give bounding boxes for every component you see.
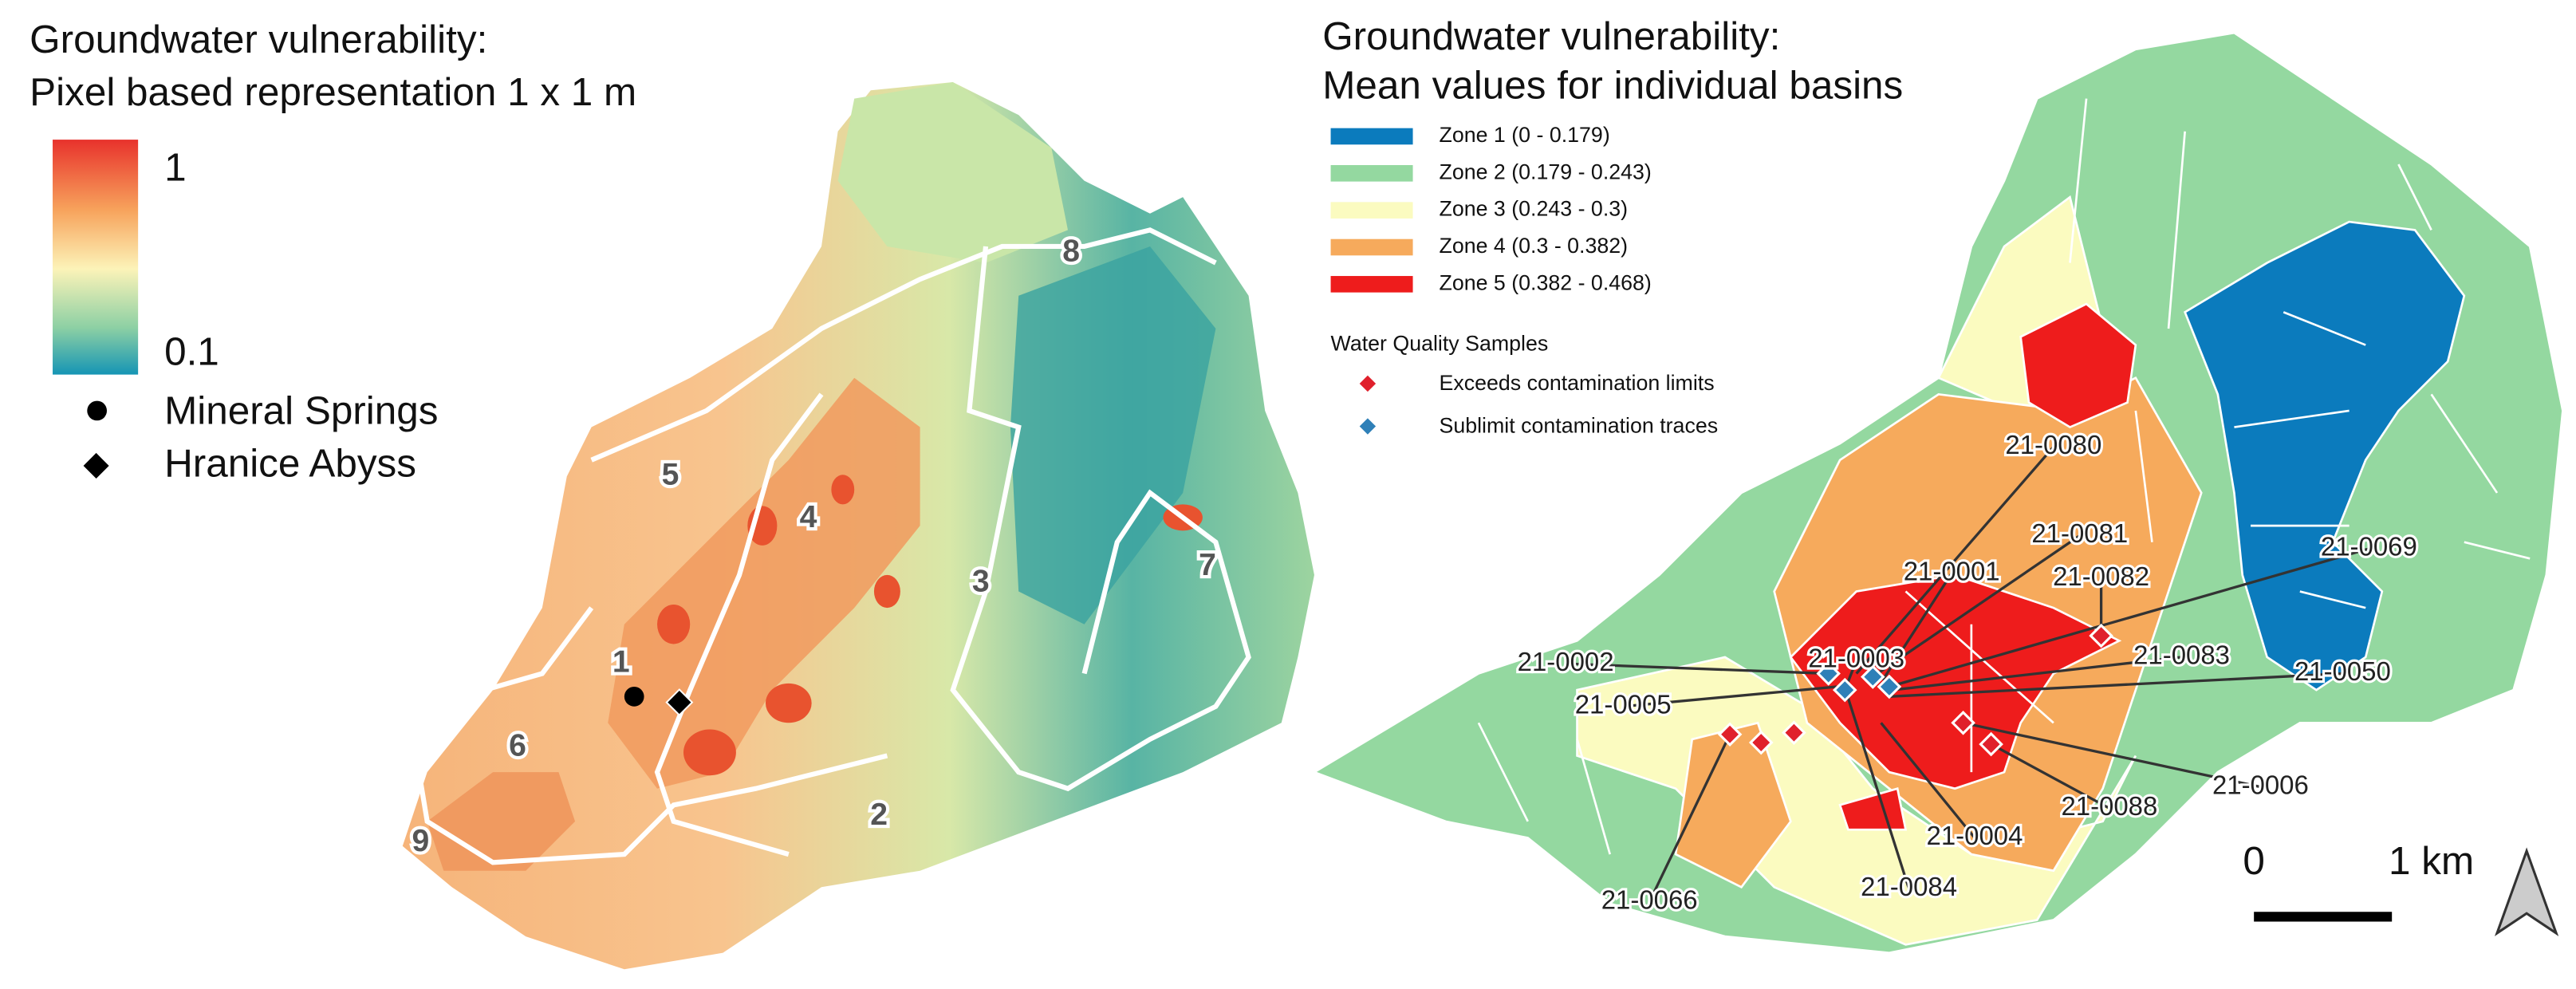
spring-marker <box>624 686 644 707</box>
spring-symbol <box>87 400 108 421</box>
sample-label: 21-0084 <box>1861 872 1957 901</box>
legend-label: Hranice Abyss <box>164 441 416 485</box>
north-arrow <box>2494 847 2559 936</box>
abyss-marker <box>665 688 694 717</box>
zone-swatch <box>1330 238 1413 256</box>
leader-line <box>1889 672 2343 699</box>
sample-marker <box>2089 623 2113 648</box>
sample-marker <box>1717 722 1743 747</box>
colorbar <box>53 140 139 375</box>
zone-label: Zone 4 (0.3 - 0.382) <box>1440 234 1629 258</box>
leader-line <box>1872 534 2081 678</box>
sample-label: 21-0005 <box>1575 689 1672 719</box>
sample-marker <box>1832 677 1857 703</box>
sample-marker <box>1782 720 1806 745</box>
leader-line <box>1889 547 2369 688</box>
sample-marker <box>1860 664 1885 689</box>
left-map <box>402 81 1314 970</box>
zone-number: 2 <box>870 798 888 832</box>
zone-label: Zone 2 (0.179 - 0.243) <box>1440 160 1652 183</box>
sample-label: 21-0050 <box>2294 656 2391 686</box>
zone-number: 1 <box>612 645 630 680</box>
abyss-symbol <box>83 452 109 479</box>
sample-label: 21-0006 <box>2212 770 2309 799</box>
right-title: Mean values for individual basins <box>1322 64 1903 108</box>
leader-line <box>1880 722 1976 839</box>
sample-legend-label: Sublimit contamination traces <box>1440 414 1719 438</box>
leader-line <box>1846 697 1911 889</box>
right-title: Groundwater vulnerability: <box>1322 14 1780 58</box>
sample-label: 21-0069 <box>2321 532 2417 561</box>
sample-marker <box>1877 674 1902 699</box>
sample-marker <box>1748 730 1774 755</box>
sample-label: 21-0080 <box>2005 430 2101 459</box>
samples-title: Water Quality Samples <box>1331 332 1549 356</box>
zone-swatch <box>1330 202 1413 219</box>
legend-label: Mineral Springs <box>164 388 438 432</box>
sample-legend-label: Exceeds contamination limits <box>1440 371 1715 395</box>
zone-label: Zone 1 (0 - 0.179) <box>1440 123 1610 147</box>
scale-label: 1 km <box>2389 839 2474 883</box>
sample-marker <box>1951 711 1975 735</box>
zone-number: 9 <box>412 824 430 858</box>
leader-line <box>1881 572 1953 681</box>
zone-number: 4 <box>800 500 817 534</box>
sample-label: 21-0002 <box>1518 647 1614 676</box>
zone-number: 6 <box>509 729 526 763</box>
zone-number: 3 <box>972 565 990 599</box>
zone-number: 8 <box>1062 234 1080 269</box>
sample-label: 21-0001 <box>1904 557 2000 586</box>
right-map <box>1311 31 2564 955</box>
left-title: Pixel based representation 1 x 1 m <box>30 70 636 114</box>
sample-label: 21-0082 <box>2053 561 2149 591</box>
left-title: Groundwater vulnerability: <box>30 18 487 61</box>
sample-label: 21-0003 <box>1808 644 1904 673</box>
zone-number: 7 <box>1199 548 1216 582</box>
sample-legend-symbol <box>1359 375 1377 392</box>
zone-swatch <box>1330 165 1413 182</box>
colorbar-min: 0.1 <box>164 329 219 373</box>
zone-label: Zone 5 (0.382 - 0.468) <box>1440 270 1652 294</box>
zone-label: Zone 3 (0.243 - 0.3) <box>1440 197 1629 221</box>
leader-line <box>1855 446 2055 675</box>
leader-line <box>1963 721 2261 789</box>
sample-label: 21-0088 <box>2061 791 2157 821</box>
sample-marker <box>1816 661 1841 686</box>
sample-label: 21-0083 <box>2133 640 2230 670</box>
sample-label: 21-0081 <box>2031 518 2128 548</box>
scale-label: 0 <box>2243 839 2265 883</box>
sample-marker <box>1979 731 2003 757</box>
leader-line <box>1623 685 1837 708</box>
zone-swatch <box>1330 276 1413 293</box>
sample-label: 21-0004 <box>1927 821 2023 850</box>
zone-number: 5 <box>662 458 679 492</box>
leader-line <box>1990 743 2110 810</box>
sample-label: 21-0066 <box>1601 885 1698 915</box>
leader-line <box>1648 734 1731 903</box>
leader-line <box>1566 662 1829 676</box>
zone-swatch <box>1330 128 1413 145</box>
leader-line <box>1892 656 2182 692</box>
colorbar-max: 1 <box>164 146 187 190</box>
sample-legend-symbol <box>1359 418 1377 435</box>
